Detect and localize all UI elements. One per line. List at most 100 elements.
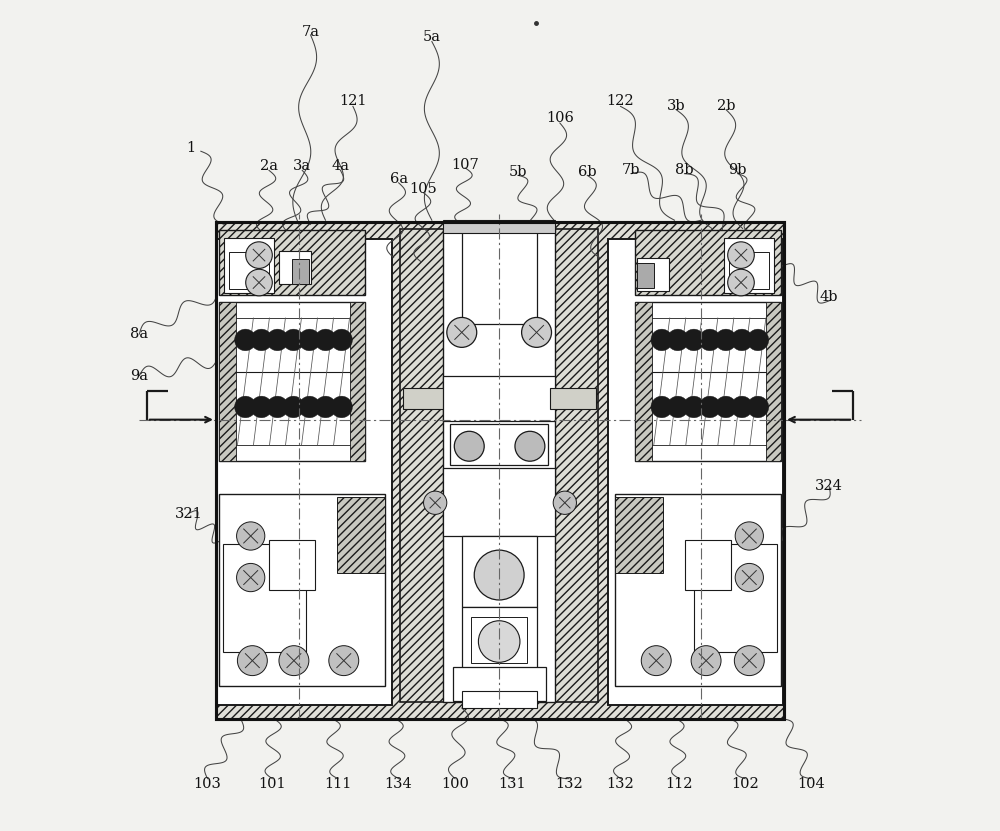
- Bar: [724, 238, 774, 293]
- Text: 9a: 9a: [130, 369, 148, 382]
- Circle shape: [474, 550, 524, 600]
- Bar: [550, 388, 596, 409]
- Bar: [615, 497, 663, 573]
- Text: 104: 104: [797, 778, 825, 791]
- Text: 3a: 3a: [293, 160, 311, 173]
- Text: 107: 107: [451, 158, 479, 171]
- Text: 121: 121: [339, 95, 367, 108]
- Bar: [443, 220, 555, 233]
- Bar: [279, 251, 311, 284]
- Bar: [224, 238, 274, 293]
- Bar: [219, 494, 385, 686]
- Circle shape: [715, 329, 737, 351]
- Circle shape: [283, 329, 304, 351]
- Text: 132: 132: [555, 778, 583, 791]
- Bar: [637, 258, 669, 291]
- Circle shape: [237, 563, 265, 592]
- Bar: [471, 617, 527, 663]
- Circle shape: [728, 269, 754, 296]
- Circle shape: [667, 329, 689, 351]
- Text: 111: 111: [324, 778, 352, 791]
- Text: 8b: 8b: [675, 164, 694, 177]
- Circle shape: [553, 491, 576, 514]
- Circle shape: [329, 646, 359, 676]
- Circle shape: [454, 431, 484, 461]
- Text: 2a: 2a: [260, 160, 278, 173]
- Circle shape: [237, 522, 265, 550]
- Text: 1: 1: [186, 141, 195, 155]
- Text: 112: 112: [666, 778, 693, 791]
- Circle shape: [699, 329, 721, 351]
- Circle shape: [731, 396, 753, 418]
- Circle shape: [424, 491, 447, 514]
- Circle shape: [267, 396, 288, 418]
- Text: 7b: 7b: [622, 164, 641, 177]
- Circle shape: [235, 396, 256, 418]
- Circle shape: [267, 329, 288, 351]
- Text: 131: 131: [499, 778, 526, 791]
- Bar: [637, 263, 654, 288]
- Text: 3b: 3b: [667, 100, 685, 113]
- Bar: [462, 607, 537, 669]
- Circle shape: [246, 269, 272, 296]
- Bar: [608, 239, 783, 705]
- Circle shape: [747, 396, 769, 418]
- Circle shape: [641, 646, 671, 676]
- Bar: [350, 302, 365, 461]
- Text: 4a: 4a: [331, 160, 349, 173]
- Bar: [219, 230, 365, 295]
- Bar: [216, 222, 784, 719]
- Bar: [337, 497, 385, 573]
- Text: 6a: 6a: [390, 173, 408, 186]
- Circle shape: [522, 317, 552, 347]
- Bar: [635, 302, 652, 461]
- Bar: [216, 222, 784, 719]
- Text: 132: 132: [607, 778, 634, 791]
- Bar: [403, 388, 448, 409]
- Text: 106: 106: [546, 111, 574, 125]
- Text: 103: 103: [194, 778, 221, 791]
- Text: 324: 324: [815, 479, 843, 493]
- Bar: [269, 540, 315, 590]
- Bar: [223, 544, 306, 652]
- Text: 101: 101: [258, 778, 286, 791]
- Circle shape: [747, 329, 769, 351]
- Circle shape: [279, 646, 309, 676]
- Circle shape: [315, 396, 336, 418]
- Circle shape: [447, 317, 477, 347]
- Circle shape: [735, 522, 763, 550]
- Bar: [462, 536, 537, 607]
- Circle shape: [715, 396, 737, 418]
- Circle shape: [315, 329, 336, 351]
- Bar: [219, 302, 236, 461]
- Circle shape: [683, 396, 705, 418]
- Bar: [443, 229, 555, 702]
- Circle shape: [699, 396, 721, 418]
- Circle shape: [651, 329, 673, 351]
- Bar: [219, 302, 365, 461]
- Bar: [400, 229, 598, 702]
- Text: 5b: 5b: [509, 165, 528, 179]
- Circle shape: [246, 242, 272, 268]
- Text: 6b: 6b: [578, 165, 597, 179]
- Bar: [685, 540, 731, 590]
- Bar: [729, 252, 769, 289]
- Text: 2b: 2b: [717, 100, 735, 113]
- Bar: [217, 239, 392, 705]
- Text: 102: 102: [731, 778, 759, 791]
- Text: 4b: 4b: [820, 291, 838, 304]
- Bar: [443, 376, 555, 421]
- Circle shape: [299, 329, 320, 351]
- Circle shape: [651, 396, 673, 418]
- Circle shape: [735, 563, 763, 592]
- Bar: [635, 230, 781, 295]
- Text: 100: 100: [441, 778, 469, 791]
- Text: 7a: 7a: [302, 25, 320, 38]
- Circle shape: [731, 329, 753, 351]
- Bar: [462, 691, 537, 708]
- Circle shape: [299, 396, 320, 418]
- Bar: [216, 222, 784, 719]
- Circle shape: [691, 646, 721, 676]
- Bar: [292, 259, 309, 284]
- Text: 8a: 8a: [130, 327, 148, 341]
